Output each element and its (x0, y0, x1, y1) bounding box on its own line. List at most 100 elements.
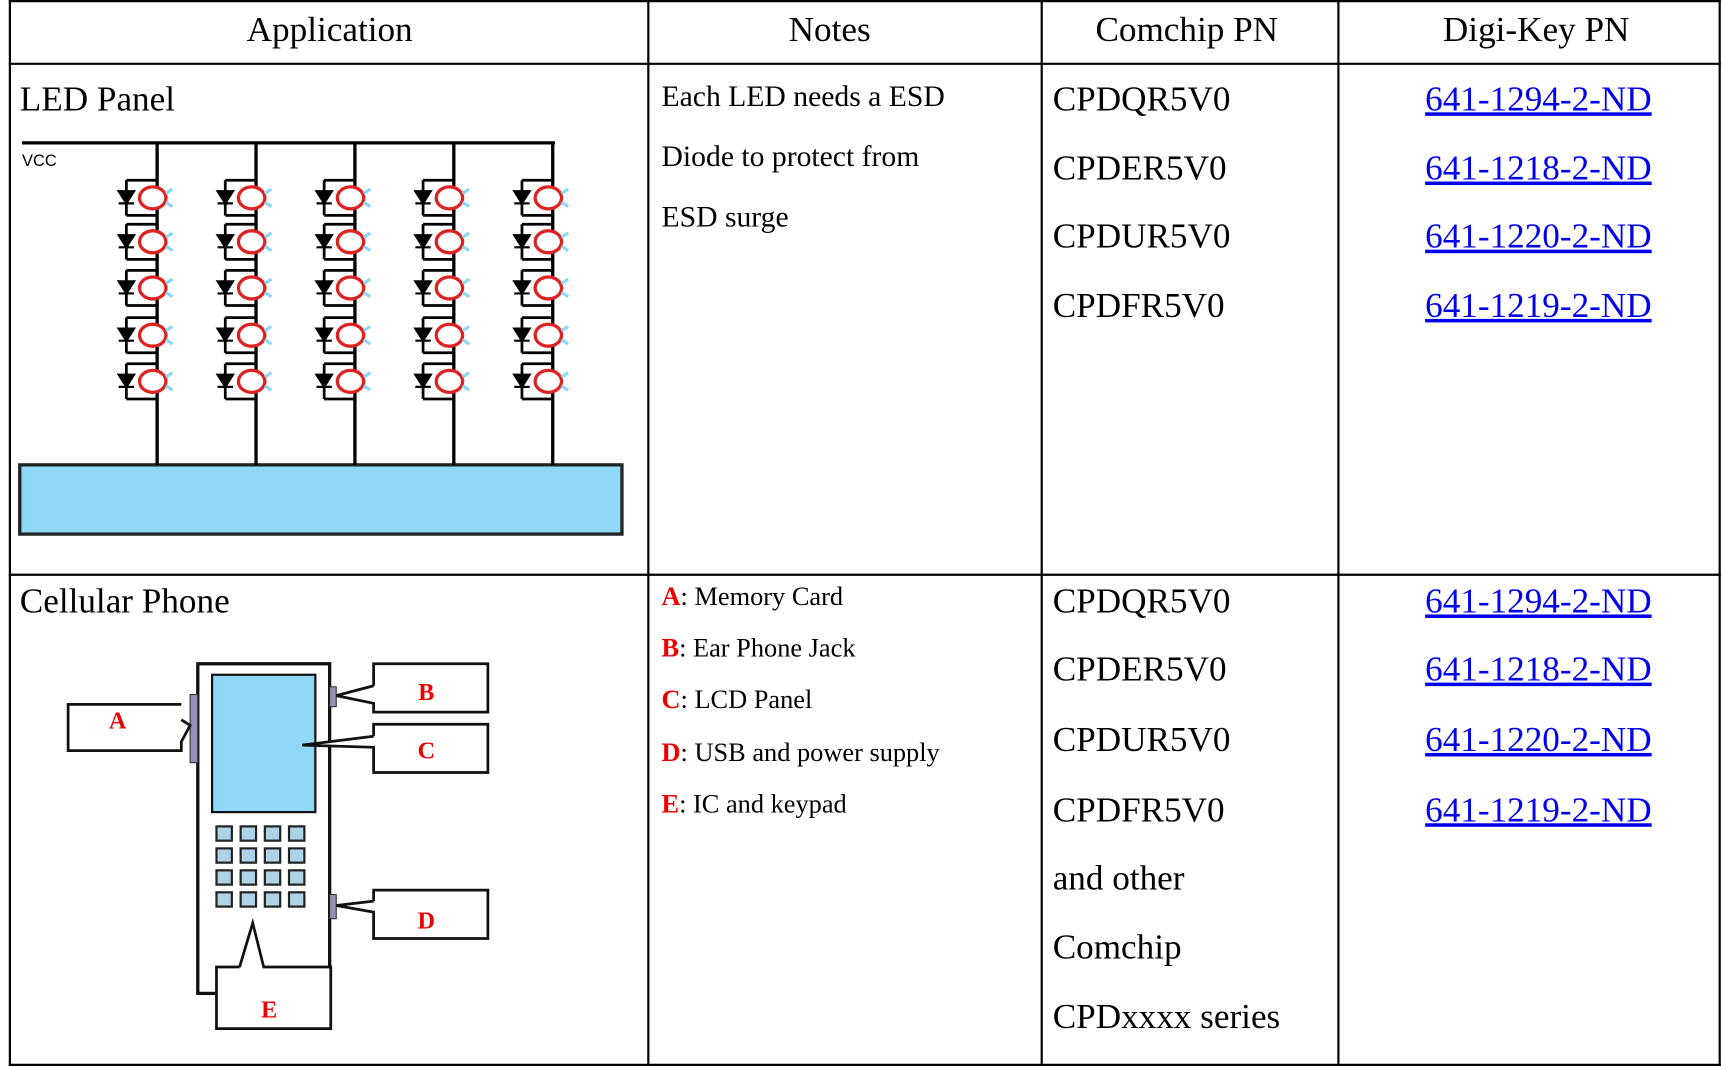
led-glow (461, 325, 471, 333)
led (434, 322, 465, 348)
tvs-diode (314, 190, 334, 206)
led-glow (263, 338, 273, 346)
led (236, 229, 267, 255)
led-glow (461, 200, 471, 209)
led (236, 368, 267, 394)
tvs-diode (116, 327, 137, 343)
callout-label: D (418, 908, 435, 935)
callout-label: E (261, 997, 277, 1024)
led-glow (165, 187, 174, 195)
led-glow (461, 371, 471, 379)
led-glow (165, 200, 174, 209)
led (335, 229, 366, 255)
digikey-link[interactable]: 641-1219-2-ND (1425, 286, 1652, 325)
led (335, 368, 366, 394)
led-glow (263, 200, 273, 209)
key (215, 891, 233, 908)
note-key: B (662, 634, 680, 663)
tvs-diode (215, 327, 235, 343)
led (533, 322, 564, 348)
key (239, 847, 258, 864)
led-glow (362, 231, 372, 239)
led-panel-diagram: VCC (18, 141, 624, 536)
note-text: : Memory Card (681, 582, 844, 611)
led-glow (165, 371, 174, 379)
application: LED Panel (20, 79, 175, 118)
tvs-diode (314, 327, 334, 343)
led-glow (263, 277, 273, 285)
tvs-diode (116, 280, 137, 296)
led-glow (461, 277, 471, 285)
comchip-pn: CPDxxxx series (1053, 997, 1281, 1036)
led-glow (165, 231, 174, 239)
digikey-link[interactable]: 641-1218-2-ND (1425, 149, 1652, 188)
key (287, 869, 306, 886)
tvs-diode (413, 190, 433, 206)
key (263, 891, 282, 908)
key (263, 847, 282, 864)
callout-label: B (418, 679, 434, 706)
led-glow (263, 384, 273, 392)
led (533, 229, 564, 255)
header-cell: Notes (789, 10, 871, 49)
tvs-diode (314, 373, 334, 389)
led-glow (165, 325, 174, 333)
led-glow (461, 244, 471, 252)
led-glow (362, 187, 372, 195)
led-glow (362, 384, 372, 392)
led-glow (165, 384, 174, 392)
led (434, 185, 465, 211)
key (263, 825, 282, 842)
led-glow (461, 384, 471, 392)
tvs-diode (314, 280, 334, 296)
key (287, 825, 306, 842)
note-key: E (662, 790, 680, 819)
digikey-link[interactable]: 641-1219-2-ND (1425, 790, 1652, 829)
header-cell: Digi-Key PN (1443, 10, 1630, 49)
tvs-diode (314, 234, 334, 250)
digikey-link[interactable]: 641-1220-2-ND (1425, 720, 1652, 759)
led-glow (560, 290, 570, 299)
led-glow (263, 325, 273, 333)
digikey-link[interactable]: 641-1218-2-ND (1425, 650, 1652, 689)
led (533, 185, 564, 211)
tvs-diode (512, 234, 532, 250)
led-glow (165, 244, 174, 252)
led-glow (461, 290, 471, 299)
led-glow (560, 325, 570, 333)
tvs-diode (215, 190, 235, 206)
tvs-diode (116, 190, 137, 206)
note-key: A (662, 582, 681, 611)
digikey-link[interactable]: 641-1220-2-ND (1425, 217, 1652, 256)
note: Diode to protect from (662, 141, 920, 173)
note: B: Ear Phone Jack (662, 634, 857, 663)
led-glow (362, 200, 372, 209)
led-glow (362, 277, 372, 285)
led-glow (461, 187, 471, 195)
led (434, 275, 465, 301)
digikey-link[interactable]: 641-1294-2-ND (1425, 79, 1652, 118)
vcc-label: VCC (22, 152, 57, 170)
digikey-link[interactable]: 641-1294-2-ND (1425, 581, 1652, 620)
tvs-diode (512, 190, 532, 206)
led (137, 275, 168, 301)
led (137, 322, 168, 348)
led (137, 185, 168, 211)
callout-label: A (109, 708, 127, 735)
note-text: : IC and keypad (679, 790, 847, 819)
led (335, 322, 366, 348)
led-glow (165, 290, 174, 299)
led-glow (560, 200, 570, 209)
led-glow (263, 231, 273, 239)
note-text: : Ear Phone Jack (679, 634, 856, 663)
note-text: : USB and power supply (681, 738, 941, 767)
led-glow (362, 244, 372, 252)
tvs-diode (215, 234, 235, 250)
led (533, 275, 564, 301)
header-cell: Application (247, 10, 413, 49)
led-glow (263, 371, 273, 379)
comchip-pn: CPDER5V0 (1053, 650, 1227, 689)
key (215, 847, 233, 864)
led (434, 368, 465, 394)
